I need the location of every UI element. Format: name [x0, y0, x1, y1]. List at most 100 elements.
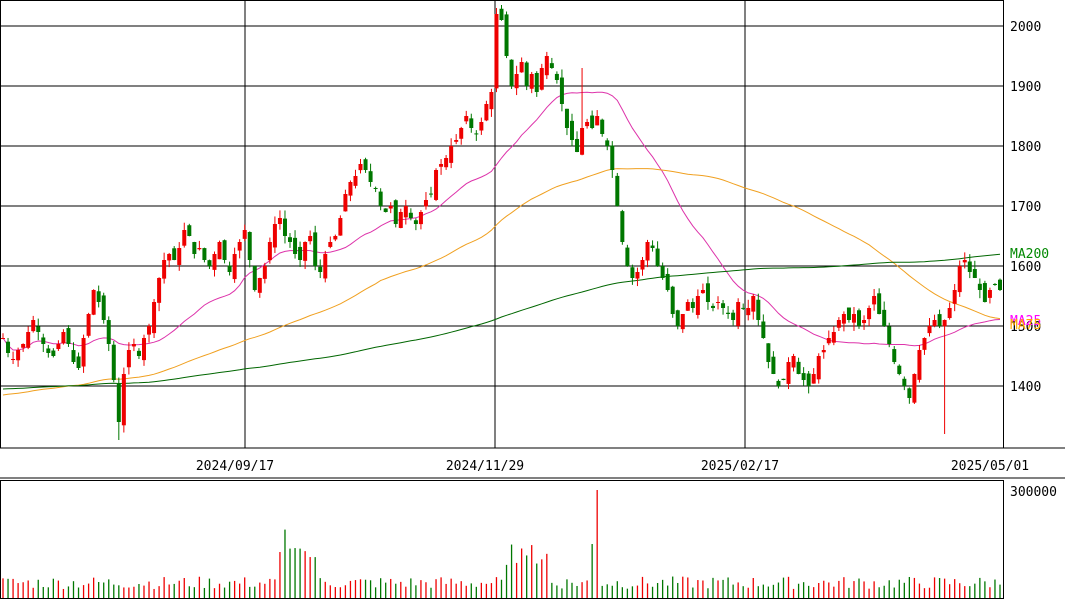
candle-body [796, 361, 801, 374]
candle-body [972, 269, 977, 278]
candle-body [675, 310, 680, 326]
price-tick-label: 1900 [1010, 80, 1041, 95]
candle-body [519, 62, 524, 73]
candle-body [398, 212, 403, 228]
candle-body [998, 279, 1002, 290]
candle-body [26, 332, 31, 348]
candle-body [141, 338, 146, 361]
candle-body [655, 248, 660, 266]
candle-body [791, 356, 796, 368]
candle-body [605, 140, 610, 146]
candle-body [262, 266, 267, 279]
candle-body [710, 305, 715, 308]
candle-body [388, 206, 393, 209]
candle-body [549, 63, 554, 68]
candle-body [746, 308, 751, 316]
candle-body [575, 138, 580, 152]
candle-body [665, 273, 670, 290]
candle-body [826, 338, 831, 344]
candle-body [564, 108, 569, 128]
ma75-line [2, 168, 1001, 396]
candle-body [851, 314, 856, 323]
candle-body [86, 314, 91, 336]
candle-body [56, 344, 61, 350]
candle-body [947, 308, 952, 319]
candle-body [6, 341, 11, 353]
candle-body [857, 310, 862, 326]
candle-body [892, 349, 897, 362]
candle-body [776, 380, 781, 386]
candle-body [721, 303, 726, 308]
candle-body [982, 283, 987, 302]
candle-body [635, 272, 640, 279]
candle-body [595, 116, 600, 126]
candle-body [952, 290, 957, 304]
candle-body [217, 242, 222, 260]
candle-body [328, 242, 333, 247]
candle-body [585, 122, 590, 127]
candle-body [121, 374, 126, 426]
candle-body [131, 344, 136, 347]
candle-body [781, 378, 786, 380]
candle-body [499, 8, 504, 20]
candle-body [907, 388, 912, 398]
candle-body [429, 193, 434, 195]
volume-axis-ticks: 300000 [1010, 485, 1057, 500]
candle-body [670, 286, 675, 314]
candle-body [937, 314, 942, 326]
candle-body [373, 187, 378, 189]
candle-body [660, 266, 665, 278]
candle-body [439, 164, 444, 167]
candle-body [61, 332, 66, 344]
candle-body [157, 278, 162, 303]
candle-body [489, 92, 494, 110]
price-tick-label: 1500 [1010, 320, 1041, 335]
candle-body [298, 246, 303, 260]
candle-body [152, 302, 157, 334]
candle-body [393, 200, 398, 224]
candle-body [444, 158, 449, 168]
candle-body [610, 145, 615, 170]
ma200-label: MA200 [1010, 247, 1049, 262]
volume-panel-border [0, 480, 1004, 599]
candle-body [922, 338, 927, 350]
candle-body [343, 194, 348, 212]
candle-body [358, 164, 363, 171]
candle-body [187, 225, 192, 236]
candle-body [625, 247, 630, 266]
candle-body [514, 74, 519, 89]
candle-body [303, 242, 308, 261]
candle-body [257, 278, 262, 293]
candle-body [771, 356, 776, 374]
candle-body [600, 119, 605, 134]
candle-body [313, 232, 318, 266]
candle-body [942, 320, 947, 327]
candle-body [912, 374, 917, 403]
candle-body [484, 104, 489, 121]
candle-body [1, 338, 5, 339]
date-axis-ticks: 2024/09/17 2024/11/29 2025/02/17 2025/05/01 [196, 459, 1029, 474]
candle-body [46, 348, 51, 353]
candle-body [811, 374, 816, 384]
ma200-line [2, 253, 1001, 390]
candle-body [756, 299, 761, 320]
candle-body [293, 237, 298, 254]
candle-body [554, 73, 559, 80]
candle-body [957, 266, 962, 293]
candle-body [21, 344, 26, 348]
candle-body [106, 320, 111, 344]
date-tick-label: 2024/09/17 [196, 459, 274, 474]
candle-body [580, 128, 585, 155]
candle-body [801, 373, 806, 380]
ma25-label: MA25 [1010, 314, 1041, 329]
candle-body [237, 242, 242, 251]
candle-body [222, 240, 227, 260]
candle-body [288, 237, 293, 242]
candle-body [569, 120, 574, 140]
candle-body [167, 254, 172, 261]
candle-body [494, 14, 499, 89]
candle-body [640, 260, 645, 270]
candle-body [162, 260, 167, 279]
